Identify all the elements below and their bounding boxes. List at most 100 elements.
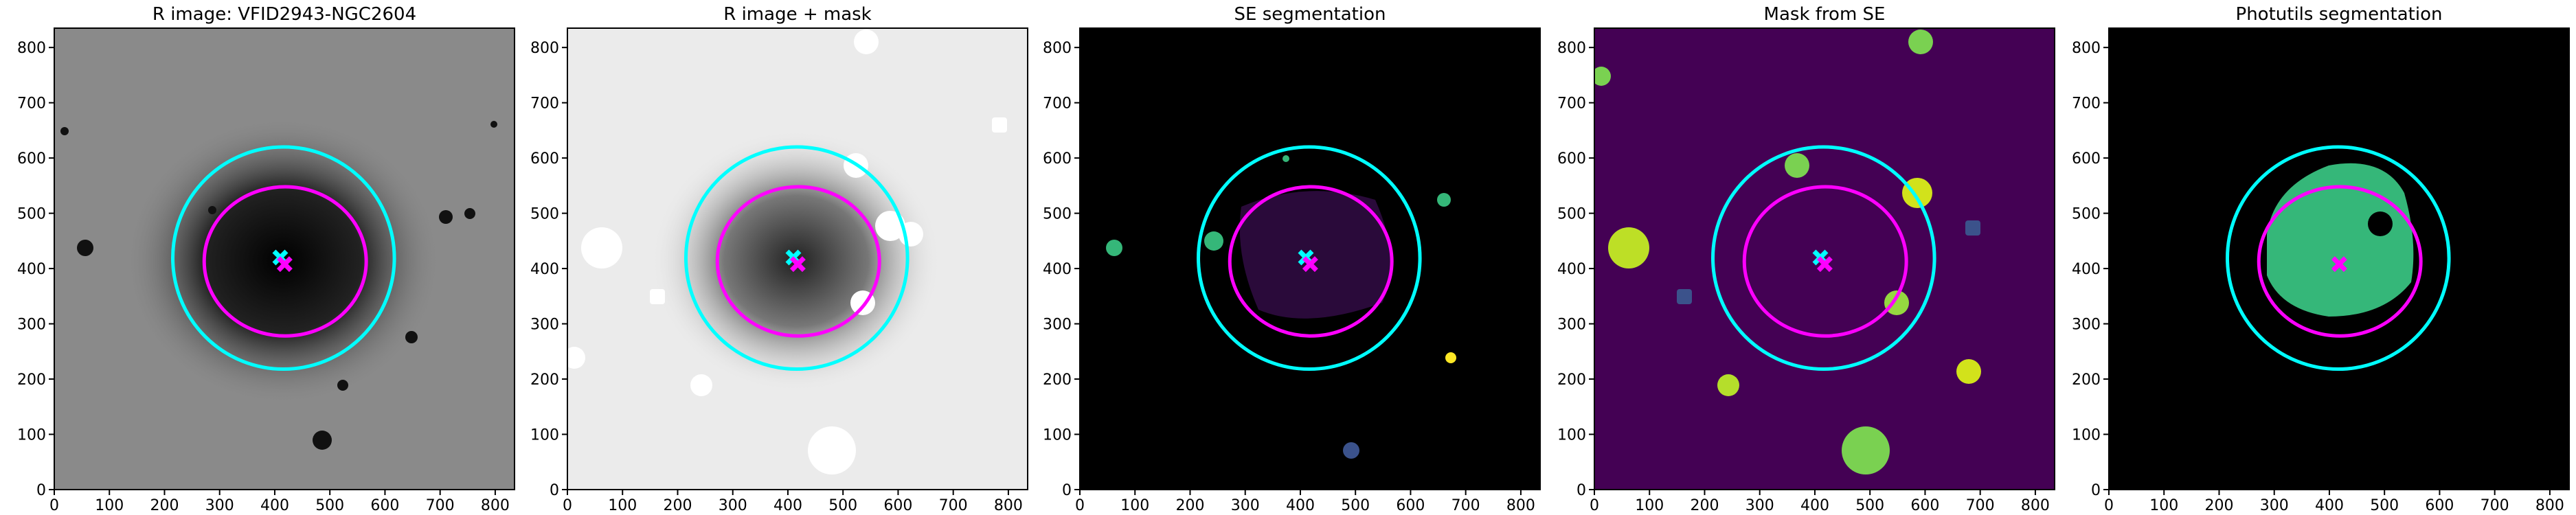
center-marker (2331, 256, 2347, 273)
y-tick-label: 100 (17, 427, 46, 444)
y-tick-label: 200 (530, 371, 559, 389)
y-tick-label: 600 (530, 150, 559, 168)
x-tick-label: 100 (2149, 497, 2178, 514)
panel-title: SE segmentation (1234, 4, 1386, 25)
ellipse (1711, 145, 1936, 371)
y-tick-label: 0 (2091, 482, 2101, 499)
axes-frame (54, 27, 515, 490)
x-tick-label: 0 (49, 497, 59, 514)
y-tick-label: 200 (1557, 371, 1586, 389)
ellipse (1197, 145, 1422, 371)
y-tick-label: 700 (2072, 95, 2101, 113)
y-tick-label: 600 (1043, 150, 1072, 168)
x-tick-label: 400 (1800, 497, 1829, 514)
panel-title: R image: VFID2943-NGC2604 (152, 4, 416, 25)
y-tick-label: 700 (530, 95, 559, 113)
x-tick-label: 500 (828, 497, 857, 514)
x-tick-label: 500 (315, 497, 344, 514)
y-tick-label: 400 (2072, 261, 2101, 278)
x-tick-label: 400 (1286, 497, 1315, 514)
ellipse (1742, 185, 1908, 338)
axes-frame (567, 27, 1028, 490)
x-tick-label: 200 (1175, 497, 1204, 514)
x-tick-label: 400 (260, 497, 289, 514)
y-tick-label: 300 (17, 317, 46, 334)
x-tick-label: 100 (1120, 497, 1149, 514)
y-tick-label: 100 (1043, 427, 1072, 444)
x-tick-label: 700 (2481, 497, 2509, 514)
x-tick-label: 0 (2104, 497, 2114, 514)
y-tick-label: 400 (1043, 261, 1072, 278)
y-tick-label: 800 (1557, 40, 1586, 57)
image-panel-5 (2109, 28, 2569, 490)
x-tick-label: 200 (1690, 497, 1719, 514)
x-tick-label: 800 (1506, 497, 1535, 514)
x-tick-label: 800 (2021, 497, 2050, 514)
ellipse (2226, 145, 2451, 371)
x-tick-label: 200 (150, 497, 179, 514)
x-tick-label: 700 (1966, 497, 1995, 514)
x-tick-label: 0 (1590, 497, 1599, 514)
x-tick-label: 600 (370, 497, 399, 514)
y-tick-label: 400 (1557, 261, 1586, 278)
panel-title: Photutils segmentation (2236, 4, 2443, 25)
ellipse (1228, 185, 1394, 338)
y-tick-label: 500 (1557, 206, 1586, 223)
y-tick-label: 600 (2072, 150, 2101, 168)
x-tick-label: 200 (663, 497, 692, 514)
center-marker (789, 256, 806, 273)
center-marker (1302, 256, 1318, 273)
x-tick-label: 100 (95, 497, 124, 514)
center-marker (276, 256, 293, 273)
y-tick-label: 200 (1043, 371, 1072, 389)
y-tick-label: 100 (530, 427, 559, 444)
y-tick-label: 800 (17, 40, 46, 57)
ellipse (2257, 185, 2423, 338)
x-tick-label: 600 (883, 497, 912, 514)
x-tick-label: 700 (426, 497, 455, 514)
y-tick-label: 100 (2072, 427, 2101, 444)
image-panel-3 (1080, 28, 1540, 490)
y-tick-label: 100 (1557, 427, 1586, 444)
x-tick-label: 600 (1910, 497, 1939, 514)
y-tick-label: 700 (1557, 95, 1586, 113)
y-tick-label: 700 (1043, 95, 1072, 113)
x-tick-label: 300 (1231, 497, 1260, 514)
x-tick-label: 800 (481, 497, 510, 514)
x-tick-label: 300 (205, 497, 234, 514)
x-tick-label: 800 (994, 497, 1023, 514)
ellipse (684, 145, 909, 371)
panel-title: Mask from SE (1764, 4, 1886, 25)
y-tick-label: 0 (1062, 482, 1072, 499)
x-tick-label: 0 (563, 497, 572, 514)
y-tick-label: 400 (530, 261, 559, 278)
x-tick-label: 100 (608, 497, 637, 514)
y-tick-label: 700 (17, 95, 46, 113)
center-marker (1816, 256, 1833, 273)
x-tick-label: 700 (939, 497, 968, 514)
ellipse (171, 145, 396, 371)
y-tick-label: 0 (36, 482, 46, 499)
x-tick-label: 500 (2370, 497, 2399, 514)
y-tick-label: 800 (530, 40, 559, 57)
x-tick-label: 0 (1075, 497, 1085, 514)
panel-title: R image + mask (723, 4, 872, 25)
x-tick-label: 800 (2535, 497, 2564, 514)
x-tick-label: 500 (1341, 497, 1370, 514)
axes-frame (1594, 27, 2055, 490)
y-tick-label: 500 (2072, 206, 2101, 223)
y-tick-label: 300 (1557, 317, 1586, 334)
x-tick-label: 400 (2315, 497, 2344, 514)
y-tick-label: 600 (1557, 150, 1586, 168)
x-tick-label: 300 (1745, 497, 1774, 514)
y-tick-label: 0 (550, 482, 559, 499)
x-tick-label: 400 (773, 497, 802, 514)
y-tick-label: 300 (2072, 317, 2101, 334)
y-tick-label: 500 (17, 206, 46, 223)
y-tick-label: 600 (17, 150, 46, 168)
y-tick-label: 200 (17, 371, 46, 389)
y-tick-label: 300 (530, 317, 559, 334)
y-tick-label: 200 (2072, 371, 2101, 389)
x-tick-label: 500 (1855, 497, 1884, 514)
